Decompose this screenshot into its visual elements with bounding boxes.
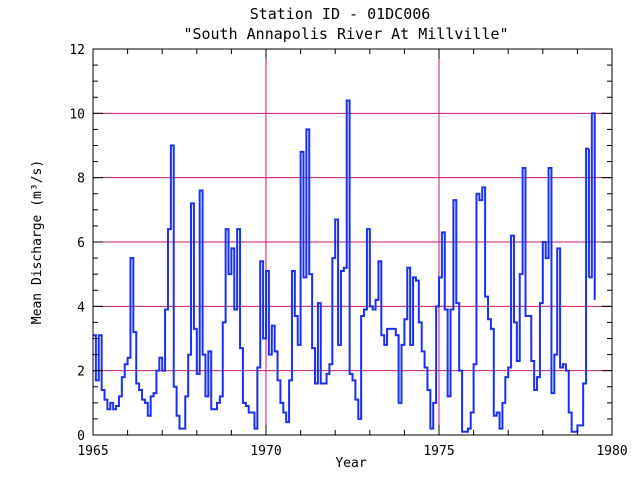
y-tick-label-12: 12: [69, 43, 85, 58]
grid-lines: [93, 49, 612, 435]
y-tick-label-10: 10: [69, 107, 85, 122]
y-tick-label-4: 4: [77, 300, 85, 315]
x-tick-label-1975: 1975: [423, 444, 454, 459]
y-tick-label-0: 0: [77, 429, 85, 444]
chart-title: Station ID - 01DC006: [250, 5, 431, 23]
data-series: [93, 99, 596, 433]
y-tick-label-2: 2: [77, 365, 85, 380]
series-line-0: [93, 99, 589, 433]
x-tick-label-1970: 1970: [250, 444, 281, 459]
x-tick-label-1965: 1965: [77, 444, 108, 459]
x-tick-label-1980: 1980: [596, 444, 627, 459]
y-tick-labels: 0 2 4 6 8 10 12: [69, 43, 85, 444]
y-tick-label-8: 8: [77, 172, 85, 187]
y-tick-label-6: 6: [77, 236, 85, 251]
y-axis-label: Mean Discharge (m³/s): [30, 160, 45, 324]
x-axis-label: Year: [335, 456, 366, 471]
series-line-1: [588, 112, 596, 300]
x-tick-labels: 1965 1970 1975 1980: [77, 444, 627, 459]
tick-marks: [92, 48, 613, 436]
chart-subtitle: "South Annapolis River At Millville": [183, 25, 508, 43]
